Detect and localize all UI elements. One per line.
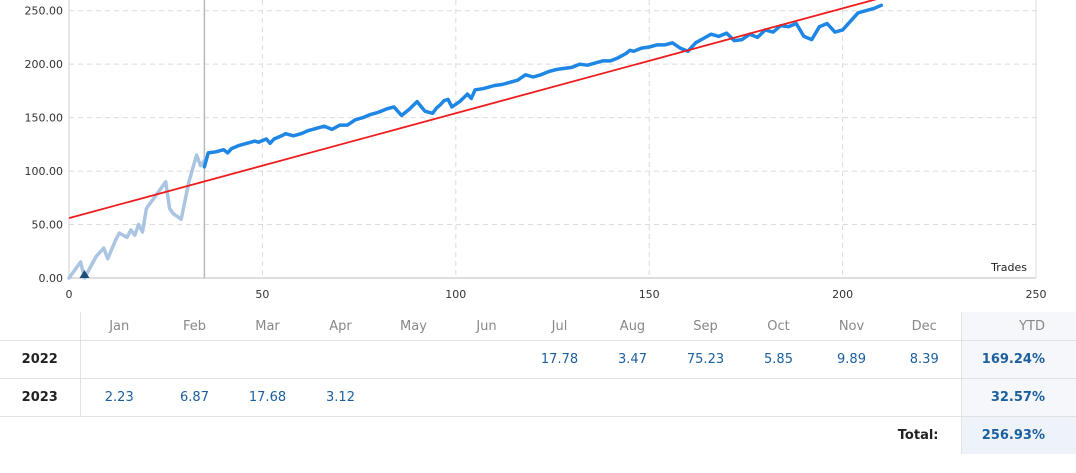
header-apr: Apr <box>329 318 352 334</box>
header-nov: Nov <box>838 318 865 334</box>
monthly-returns-table: Jan Feb Mar Apr May Jun Jul Aug Sep Oct … <box>0 312 1076 454</box>
header-aug: Aug <box>619 318 646 334</box>
header-dec: Dec <box>911 318 937 334</box>
equity-series-line <box>202 3 884 169</box>
ytd-cell: 169.24% <box>960 340 1076 379</box>
value-cell <box>450 340 523 379</box>
table-row-2022: 2022 17.78 3.47 75.23 5.85 9.89 8.39 169… <box>0 340 1076 379</box>
value-cell: 8.39 <box>888 340 961 379</box>
header-may: May <box>400 318 427 334</box>
x-tick-label: 50 <box>255 288 269 301</box>
equity-chart: 0.00 50.00 100.00 150.00 200.00 250.00 0 50 100 1… <box>25 0 1047 301</box>
header-jan: Jan <box>79 312 158 341</box>
value-cell <box>669 378 742 417</box>
ytd-cell: 32.57% <box>960 378 1076 417</box>
deposit-marker-icon <box>79 270 90 278</box>
trend-line <box>68 0 877 219</box>
y-tick-label: 100.00 <box>25 165 64 178</box>
value-cell: 3.12 <box>304 378 377 417</box>
value-cell: 3.47 <box>596 340 669 379</box>
value-cell: 17.68 <box>231 378 304 417</box>
value-cell <box>158 340 231 379</box>
header-jun: Jun <box>476 318 497 334</box>
value-cell <box>377 378 450 417</box>
header-sep: Sep <box>693 318 718 334</box>
header-corner <box>0 312 80 341</box>
value-cell <box>596 378 669 417</box>
y-tick-label: 250.00 <box>25 5 64 18</box>
x-tick-label: 150 <box>639 288 660 301</box>
total-label: Total: <box>0 416 961 454</box>
value-cell <box>79 340 158 379</box>
value-cell: 75.23 <box>669 340 742 379</box>
x-tick-label: 250 <box>1026 288 1047 301</box>
header-ytd: YTD <box>960 312 1076 341</box>
value-cell: 17.78 <box>523 340 596 379</box>
header-oct: Oct <box>767 318 790 334</box>
table-total-row: Total: 256.93% <box>0 416 1076 454</box>
table-row-2023: 2023 2.23 6.87 17.68 3.12 32.57% <box>0 378 1076 417</box>
value-cell: 9.89 <box>815 340 888 379</box>
x-axis-title: Trades <box>990 261 1027 274</box>
history-series-line <box>67 153 207 280</box>
y-tick-label: 150.00 <box>25 112 64 125</box>
x-tick-label: 200 <box>832 288 853 301</box>
value-cell <box>742 378 815 417</box>
value-cell <box>304 340 377 379</box>
y-tick-label: 0.00 <box>39 272 64 285</box>
value-cell: 2.23 <box>79 378 158 417</box>
value-cell: 5.85 <box>742 340 815 379</box>
table-header-row: Jan Feb Mar Apr May Jun Jul Aug Sep Oct … <box>0 312 1076 341</box>
year-cell: 2023 <box>0 378 80 417</box>
value-cell: 6.87 <box>158 378 231 417</box>
value-cell <box>888 378 961 417</box>
value-cell <box>815 378 888 417</box>
year-cell: 2022 <box>0 340 80 379</box>
x-tick-label: 0 <box>66 288 73 301</box>
total-value: 256.93% <box>960 416 1076 454</box>
value-cell <box>523 378 596 417</box>
header-feb: Feb <box>182 318 207 334</box>
value-cell <box>377 340 450 379</box>
value-cell <box>450 378 523 417</box>
header-mar: Mar <box>255 318 280 334</box>
value-cell <box>231 340 304 379</box>
equity-chart-svg: 0.00 50.00 100.00 150.00 200.00 250.00 0 50 100 1… <box>25 0 1047 301</box>
y-tick-label: 50.00 <box>32 219 64 232</box>
y-tick-label: 200.00 <box>25 58 64 71</box>
x-tick-label: 100 <box>445 288 466 301</box>
header-jul: Jul <box>551 318 568 334</box>
